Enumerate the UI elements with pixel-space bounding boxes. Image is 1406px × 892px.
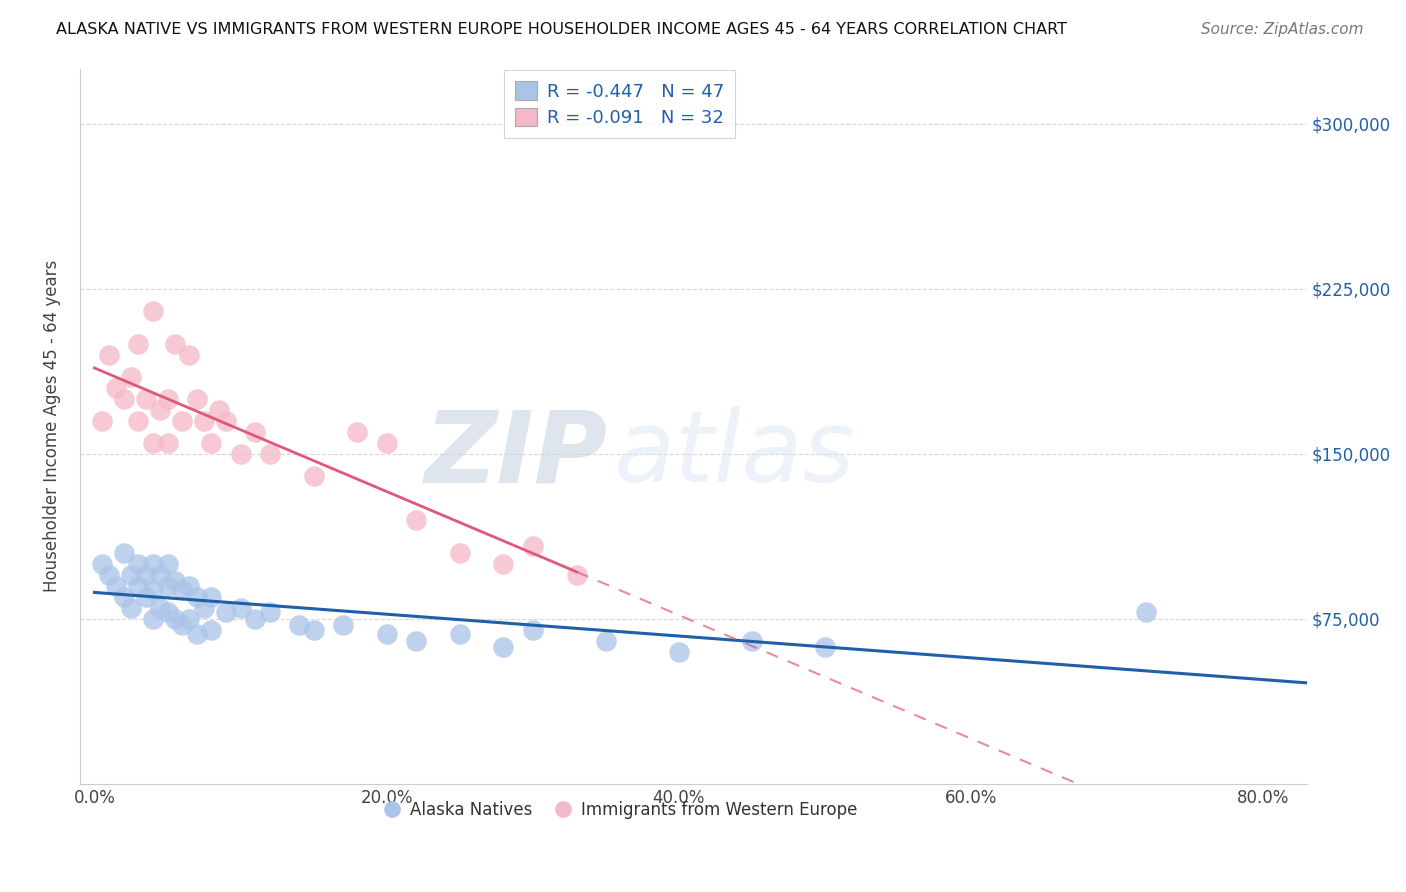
Point	[179, 348, 201, 362]
Point	[156, 392, 179, 406]
Point	[405, 633, 427, 648]
Point	[741, 633, 763, 648]
Point	[186, 590, 208, 604]
Point	[156, 605, 179, 619]
Point	[1135, 605, 1157, 619]
Point	[163, 612, 186, 626]
Point	[302, 468, 325, 483]
Point	[375, 627, 398, 641]
Point	[229, 600, 252, 615]
Point	[120, 600, 142, 615]
Point	[163, 336, 186, 351]
Point	[375, 435, 398, 450]
Point	[200, 623, 222, 637]
Point	[193, 414, 215, 428]
Point	[127, 414, 149, 428]
Point	[522, 623, 544, 637]
Point	[156, 579, 179, 593]
Point	[127, 579, 149, 593]
Point	[814, 640, 837, 655]
Point	[127, 336, 149, 351]
Point	[98, 348, 121, 362]
Point	[135, 567, 157, 582]
Point	[112, 546, 135, 560]
Text: ZIP: ZIP	[425, 406, 607, 503]
Point	[259, 447, 281, 461]
Point	[186, 627, 208, 641]
Point	[449, 546, 471, 560]
Point	[405, 513, 427, 527]
Point	[156, 435, 179, 450]
Point	[156, 557, 179, 571]
Y-axis label: Householder Income Ages 45 - 64 years: Householder Income Ages 45 - 64 years	[44, 260, 60, 592]
Point	[215, 605, 238, 619]
Point	[127, 557, 149, 571]
Point	[449, 627, 471, 641]
Point	[90, 414, 112, 428]
Point	[492, 557, 515, 571]
Point	[105, 579, 128, 593]
Point	[112, 392, 135, 406]
Point	[142, 435, 165, 450]
Point	[332, 618, 354, 632]
Point	[208, 402, 231, 417]
Point	[288, 618, 311, 632]
Text: Source: ZipAtlas.com: Source: ZipAtlas.com	[1201, 22, 1364, 37]
Point	[172, 618, 194, 632]
Point	[163, 574, 186, 589]
Point	[243, 425, 266, 439]
Point	[90, 557, 112, 571]
Point	[492, 640, 515, 655]
Point	[193, 600, 215, 615]
Point	[346, 425, 368, 439]
Point	[149, 600, 172, 615]
Point	[179, 579, 201, 593]
Text: ALASKA NATIVE VS IMMIGRANTS FROM WESTERN EUROPE HOUSEHOLDER INCOME AGES 45 - 64 : ALASKA NATIVE VS IMMIGRANTS FROM WESTERN…	[56, 22, 1067, 37]
Point	[668, 645, 690, 659]
Point	[200, 435, 222, 450]
Point	[186, 392, 208, 406]
Legend: Alaska Natives, Immigrants from Western Europe: Alaska Natives, Immigrants from Western …	[375, 794, 865, 825]
Point	[142, 583, 165, 598]
Point	[565, 567, 588, 582]
Point	[120, 567, 142, 582]
Point	[98, 567, 121, 582]
Point	[142, 303, 165, 318]
Point	[179, 612, 201, 626]
Point	[149, 567, 172, 582]
Point	[149, 402, 172, 417]
Point	[105, 381, 128, 395]
Point	[172, 583, 194, 598]
Point	[142, 612, 165, 626]
Point	[172, 414, 194, 428]
Point	[135, 590, 157, 604]
Point	[200, 590, 222, 604]
Point	[120, 369, 142, 384]
Point	[135, 392, 157, 406]
Point	[243, 612, 266, 626]
Point	[595, 633, 617, 648]
Text: atlas: atlas	[613, 406, 855, 503]
Point	[112, 590, 135, 604]
Point	[215, 414, 238, 428]
Point	[522, 539, 544, 553]
Point	[259, 605, 281, 619]
Point	[229, 447, 252, 461]
Point	[142, 557, 165, 571]
Point	[302, 623, 325, 637]
